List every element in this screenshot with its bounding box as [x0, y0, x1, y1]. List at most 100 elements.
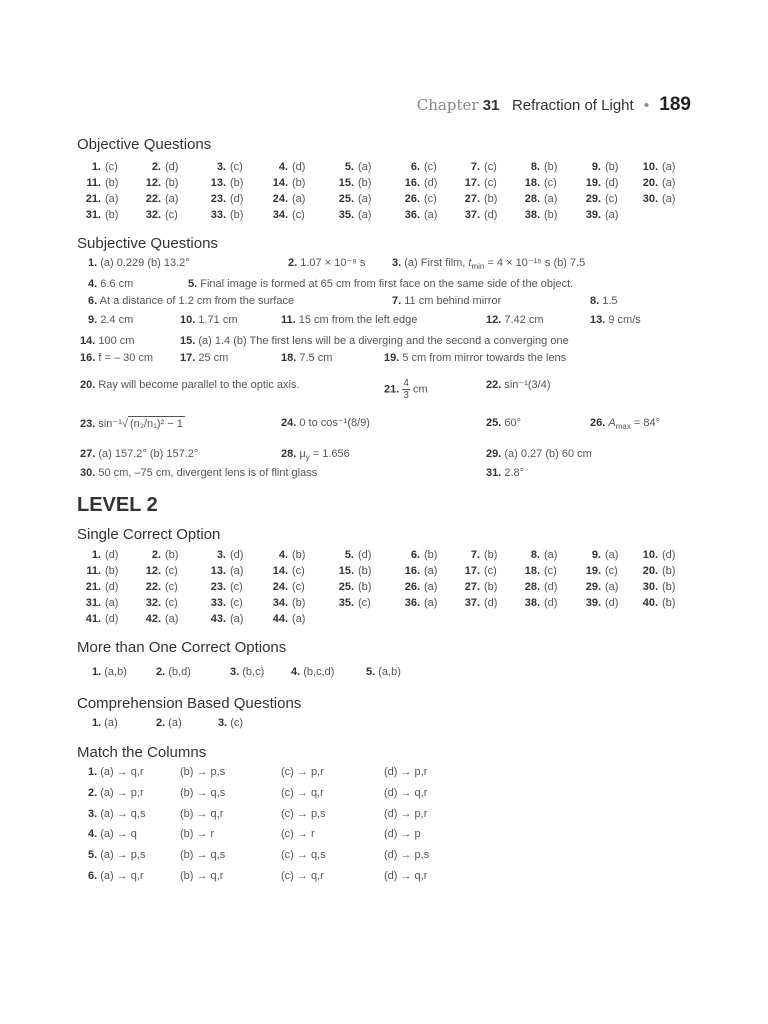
question-number: 29. [585, 193, 601, 205]
answer-value: (b) [165, 549, 179, 561]
answer-value: (b) [105, 209, 119, 221]
answer-value: (c) [292, 209, 305, 221]
answer-row: 11. (b) 12. (c) 13. (a) 14. (c) 15. (b) 16. (a) 17. (… [80, 563, 695, 579]
match-item: (b) → p,s [180, 765, 225, 779]
subjective-item: 24. 0 to cos⁻¹(8/9) [281, 416, 370, 430]
match-value: (b) → q,r [180, 870, 224, 882]
question-number: 17. [180, 352, 196, 364]
answer-text: 9 cm/s [608, 314, 641, 326]
answer-cell: 19. (d) [580, 175, 637, 191]
match-item: (b) → q,r [180, 807, 223, 821]
answer-cell: 31. (b) [80, 207, 140, 223]
question-number: 29. [486, 448, 502, 460]
question-number: 31. [486, 467, 502, 479]
answer-value: (a) [358, 209, 372, 221]
question-number: 2. [151, 161, 161, 173]
answer-cell: 14. (b) [267, 175, 333, 191]
subjective-item: 13. 9 cm/s [590, 313, 641, 327]
answer-cell: 23. (d) [205, 191, 267, 207]
question-number: 1. [92, 717, 102, 729]
question-number: 5. [188, 278, 198, 290]
answer-value: (d) [165, 161, 179, 173]
question-number: 4. [291, 666, 301, 678]
question-number: 31. [85, 209, 101, 221]
answer-value: (d) [105, 613, 119, 625]
answer-value: (d) [424, 177, 438, 189]
question-number: 3. [216, 161, 226, 173]
answer-item: 2. (a) [156, 716, 182, 730]
match-value: (c) → p,r [281, 766, 324, 778]
answer-cell: 8. (b) [519, 159, 580, 175]
answer-row: 41. (d) 42. (a) 43. (a) 44. (a) [80, 611, 695, 627]
answer-value: (b) [484, 549, 498, 561]
answer-cell: 9. (a) [580, 547, 637, 563]
variable: A [608, 417, 616, 429]
subjective-item: 26. Amax = 84° [590, 416, 660, 434]
question-number: 36. [404, 597, 420, 609]
question-number: 23. [210, 581, 226, 593]
subjective-item: 10. 1.71 cm [180, 313, 238, 327]
question-number: 1. [88, 257, 98, 269]
question-number: 6. [410, 161, 420, 173]
question-number: 25. [338, 193, 354, 205]
question-number: 10. [642, 161, 658, 173]
answer-value: (b) [484, 193, 498, 205]
question-number: 17. [464, 177, 480, 189]
question-number: 44. [272, 613, 288, 625]
question-number: 39. [585, 209, 601, 221]
answer-cell: 17. (c) [459, 175, 519, 191]
answer-value: (d) [105, 581, 119, 593]
answer-value: (b,c,d) [303, 666, 335, 678]
answer-cell: 18. (c) [519, 563, 580, 579]
answer-value: (a) [165, 193, 179, 205]
subjective-item: 30. 50 cm, –75 cm, divergent lens is of … [80, 466, 317, 480]
subjective-item: 17. 25 cm [180, 351, 228, 365]
question-number: 26. [590, 417, 606, 429]
question-number: 12. [145, 177, 161, 189]
answer-text: 7.42 cm [504, 314, 544, 326]
answer-text: = 4 × 10⁻¹⁵ s (b) 7.5 [484, 257, 586, 269]
question-number: 10. [180, 314, 196, 326]
answer-cell: 15. (b) [333, 563, 399, 579]
answer-cell: 12. (b) [140, 175, 205, 191]
answer-cell: 39. (a) [580, 207, 637, 223]
subjective-item: 3. (a) First film, tmin = 4 × 10⁻¹⁵ s (b… [392, 256, 585, 274]
answer-cell: 39. (d) [580, 595, 637, 611]
match-value: (b) → r [180, 828, 215, 840]
answer-value: (c) [165, 565, 178, 577]
match-item: (d) → p,s [384, 848, 429, 862]
question-number: 16. [404, 177, 420, 189]
match-item: (d) → p,r [384, 765, 427, 779]
answer-value: (d) [605, 597, 619, 609]
answer-value: (c) [230, 597, 243, 609]
answer-cell: 5. (d) [333, 547, 399, 563]
subjective-item: 25. 60° [486, 416, 521, 430]
question-number: 10. [642, 549, 658, 561]
match-item: (d) → q,r [384, 869, 427, 883]
answer-text: 5 cm from mirror towards the lens [402, 352, 567, 364]
subjective-item: 6. At a distance of 1.2 cm from the surf… [88, 294, 294, 308]
question-number: 24. [272, 581, 288, 593]
answer-value: (a) [292, 193, 306, 205]
question-number: 6. [88, 870, 98, 882]
question-number: 21. [384, 383, 400, 396]
match-item: (c) → p,s [281, 807, 326, 821]
running-header: Chapter 31 Refraction of Light • 189 [417, 94, 691, 116]
answer-cell: 34. (c) [267, 207, 333, 223]
answer-value: (c) [484, 161, 497, 173]
question-number: 2. [151, 549, 161, 561]
answer-cell: 23. (c) [205, 579, 267, 595]
question-number: 1. [91, 161, 101, 173]
answer-cell: 12. (c) [140, 563, 205, 579]
match-item: (c) → r [281, 827, 315, 841]
answer-value: (a) [605, 581, 619, 593]
answer-cell: 2. (d) [140, 159, 205, 175]
answer-cell: 4. (d) [267, 159, 333, 175]
answer-cell: 7. (b) [459, 547, 519, 563]
answer-value: (a) [544, 193, 558, 205]
question-number: 24. [281, 417, 297, 429]
answer-value: (d) [358, 549, 372, 561]
answer-value: (a) [662, 161, 676, 173]
